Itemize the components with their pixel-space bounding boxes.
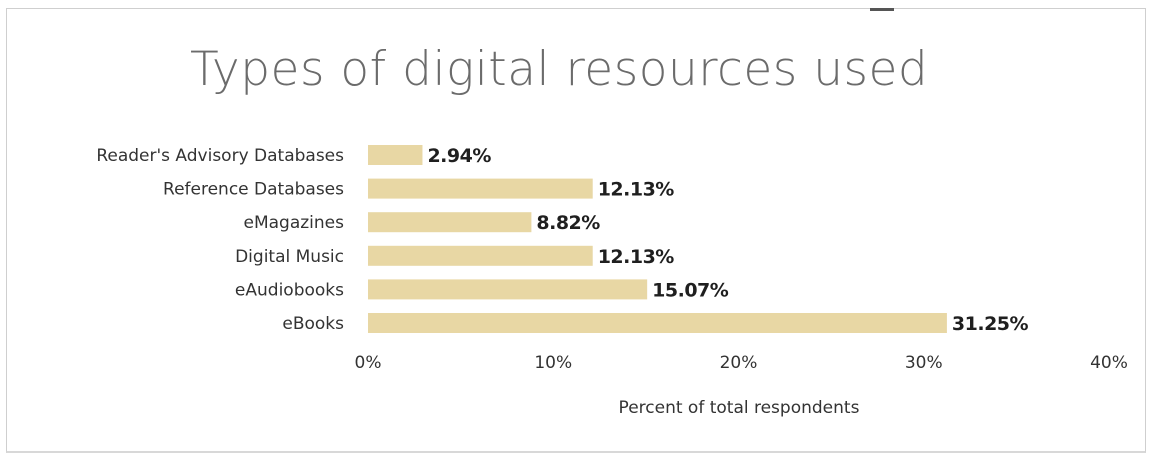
x-tick-label-10: 10%: [534, 353, 572, 373]
value-label-reader-s-advisory-databases: 2.94%: [427, 145, 491, 167]
x-axis-title: Percent of total respondents: [619, 398, 860, 418]
bars: [368, 145, 947, 333]
x-tick-label-0: 0%: [355, 353, 382, 373]
bar-eaudiobooks: [368, 279, 648, 300]
x-tick-label-40: 40%: [1090, 353, 1128, 373]
value-label-reference-databases: 12.13%: [598, 179, 675, 201]
scan-mark: [870, 8, 894, 11]
value-label-eaudiobooks: 15.07%: [652, 279, 729, 301]
category-label-emagazines: eMagazines: [244, 213, 345, 233]
bar-reference-databases: [368, 178, 593, 199]
category-label-reader-s-advisory-databases: Reader's Advisory Databases: [96, 146, 344, 166]
bar-ebooks: [368, 313, 947, 333]
chart-title: Types of digital resources used: [190, 42, 929, 97]
bar-digital-music: [368, 245, 593, 266]
category-label-eaudiobooks: eAudiobooks: [235, 280, 344, 300]
category-label-digital-music: Digital Music: [235, 247, 344, 267]
category-label-reference-databases: Reference Databases: [163, 180, 344, 200]
category-label-ebooks: eBooks: [282, 314, 344, 334]
x-axis-ticks: 0% 10% 20% 30% 40%: [355, 353, 1128, 373]
value-label-ebooks: 31.25%: [952, 313, 1029, 335]
x-tick-label-30: 30%: [905, 353, 943, 373]
value-label-emagazines: 8.82%: [536, 212, 600, 234]
category-labels: Reader's Advisory Databases Reference Dat…: [96, 146, 344, 334]
value-label-digital-music: 12.13%: [598, 246, 675, 268]
x-tick-label-20: 20%: [720, 353, 758, 373]
chart-frame: [6, 8, 1146, 453]
bar-reader-s-advisory-databases: [368, 145, 423, 165]
value-labels: 2.94% 12.13% 8.82% 12.13% 15.07% 31.25%: [427, 145, 1029, 335]
bar-emagazines: [368, 212, 532, 233]
